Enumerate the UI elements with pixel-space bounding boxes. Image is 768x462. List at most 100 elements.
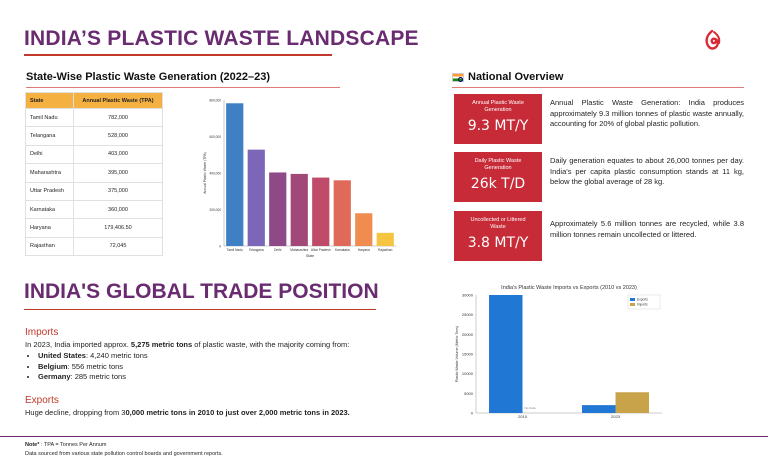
state-waste-value: 395,000 [72,163,164,183]
state-waste-value: 403,000 [72,144,164,165]
y-axis-label: Plastic Waste Volume (Metric Tons) [455,326,459,382]
bar [582,405,616,413]
legend-swatch [630,303,635,306]
column-header-state: State [25,92,74,109]
table-row: Telangana 528,000 [25,126,164,146]
trade-section-title: INDIA'S GLOBAL TRADE POSITION [24,280,379,303]
x-tick-label: Delhi [274,248,282,252]
footer-divider [0,436,768,437]
imports-text-post: of plastic waste, with the majority comi… [192,340,350,349]
state-waste-bar-chart: 0 200,000 400,000 600,000 800,000 Tamil Nadu T… [203,99,396,258]
bar [615,392,649,413]
y-tick-label: 15000 [462,352,474,357]
chart-title: India's Plastic Waste Imports vs Exports… [501,285,637,291]
imports-heading: Imports [25,327,59,338]
imports-text: In 2023, India imported approx. 5,275 me… [25,340,349,350]
national-section-title: National Overview [452,71,563,83]
table-row: Uttar Pradesh 375,000 [25,181,164,201]
state-section-title: State-Wise Plastic Waste Generation (202… [26,71,271,83]
source-note: Data sourced from various state pollutio… [25,451,223,457]
origin-amount: : 4,240 metric tons [85,351,148,360]
bar [355,213,373,246]
table-row: Rajasthan 72,045 [25,236,164,257]
stat-value: 3.8 MT/Y [467,235,529,251]
stat-box-daily: Daily Plastic Waste Generation 26k T/D [454,152,542,202]
state-name: Haryana [25,218,74,238]
bar [247,149,265,246]
y-tick-label: 200,000 [209,208,221,212]
y-tick-label: 30000 [462,293,474,298]
title-underline [24,54,332,56]
state-name: Rajasthan [25,236,74,257]
national-section-label: National Overview [468,71,564,83]
legend-label: Exports [637,298,648,302]
bar [269,172,287,246]
x-tick-label: Tamil Nadu [227,248,243,252]
imports-total: 5,275 metric tons [130,340,193,349]
national-section-underline [452,87,744,88]
x-tick-label: Uttar Pradesh [311,248,331,252]
legend-box [627,294,661,310]
y-tick-label: 0 [471,411,474,416]
origin-amount: : 285 metric tons [70,372,126,381]
x-tick-label: Telangana [249,248,264,252]
page-title: INDIA’S PLASTIC WASTE LANDSCAPE [24,27,419,50]
state-section-underline [26,87,340,88]
stat-description: Approximately 5.6 million tonnes are rec… [550,219,744,239]
state-name: Tamil Nadu [25,107,74,128]
list-item: Germany: 285 metric tons [38,372,148,383]
table-row: Tamil Nadu 782,000 [25,107,164,128]
state-waste-value: 360,000 [72,199,164,220]
stat-label: Daily Plastic Waste Generation [474,158,522,171]
x-axis-label: State [306,254,314,258]
state-waste-value: 375,000 [72,181,164,201]
note-line: Note* : TPA = Tonnes Per Annum [25,441,223,450]
table-row: Maharashtra 395,000 [25,163,164,183]
exports-heading: Exports [25,395,59,406]
list-item: Belgium: 556 metric tons [38,362,148,373]
table-header-row: State Annual Plastic Waste (TPA) [25,92,164,109]
legend-label: Imports [637,303,648,307]
stat-box-annual: Annual Plastic Waste Generation 9.3 MT/Y [454,94,542,144]
trade-section-underline [24,309,376,310]
state-waste-value: 528,000 [72,126,164,146]
stat-value: 9.3 MT/Y [467,118,529,134]
bar [376,232,394,246]
note-label: Note* [25,442,40,448]
trade-bar-chart: India's Plastic Waste Imports vs Exports… [455,285,662,419]
y-tick-label: 5000 [464,391,474,396]
y-tick-label: 10000 [462,371,474,376]
y-tick-label: 25000 [462,312,474,317]
state-waste-value: 72,045 [72,236,164,257]
origin-country: Germany [38,372,71,381]
stat-box-uncollected: Uncollected or Littered Waste 3.8 MT/Y [454,211,542,261]
bar [333,180,351,246]
column-header-waste: Annual Plastic Waste (TPA) [72,92,164,109]
stat-label: Uncollected or Littered Waste [470,217,526,230]
exports-text-pre: Huge decline, dropping from 3 [25,408,126,417]
no-data-annotation: No Data [525,406,536,410]
table-row: Delhi 403,000 [25,144,164,165]
x-tick-label: Rajasthan [378,248,393,252]
origin-country: United States [38,351,86,360]
import-origins-list: United States: 4,240 metric tons Belgium… [38,351,148,383]
state-waste-value: 782,000 [72,107,164,128]
state-name: Maharashtra [25,163,74,183]
origin-amount: : 556 metric tons [67,361,124,371]
exports-text: Huge decline, dropping from 30,000 metri… [25,408,350,418]
y-tick-label: 20000 [462,332,474,337]
state-name: Uttar Pradesh [25,181,74,201]
x-tick-label: 2010 [518,414,528,419]
y-tick-label: 600,000 [209,135,221,139]
state-waste-table: State Annual Plastic Waste (TPA) Tamil N… [25,92,164,257]
x-tick-label: 2023 [611,414,621,419]
brand-logo-icon [705,29,721,50]
stat-value: 26k T/D [470,176,526,192]
list-item: United States: 4,240 metric tons [38,351,148,362]
footer-note: Note* : TPA = Tonnes Per Annum Data sour… [25,441,223,459]
exports-detail: 0,000 metric tons in 2010 to just over 2… [125,408,350,417]
state-name: Telangana [25,126,74,146]
state-waste-value: 179,406.50 [72,218,164,238]
